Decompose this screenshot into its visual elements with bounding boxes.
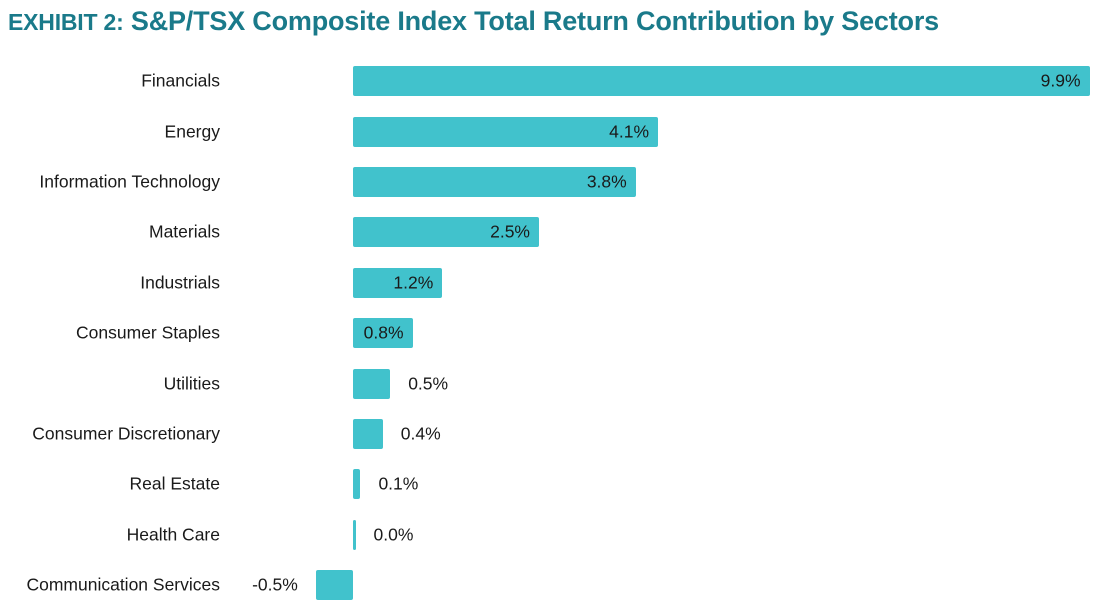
- bar-row: Energy 4.1%: [0, 106, 1100, 156]
- bar-row: Utilities 0.5%: [0, 358, 1100, 408]
- bar-information-technology: [353, 166, 636, 197]
- value-label: 3.8%: [586, 171, 627, 192]
- category-label: Consumer Staples: [76, 322, 220, 343]
- bar-chart-plot-area: Financials 9.9% Energy 4.1% Information Tech…: [0, 56, 1100, 610]
- chart-title-exhibit-label: EXHIBIT 2:: [8, 9, 124, 35]
- bar-row: Materials 2.5%: [0, 207, 1100, 257]
- bar-row: Information Technology 3.8%: [0, 157, 1100, 207]
- value-label: 4.1%: [609, 121, 650, 142]
- category-label: Industrials: [140, 272, 220, 293]
- bar-health-care: [353, 519, 356, 550]
- category-label: Financials: [141, 70, 220, 91]
- bar-row: Industrials 1.2%: [0, 258, 1100, 308]
- bar-row: Real Estate 0.1%: [0, 459, 1100, 509]
- value-label: 0.1%: [378, 473, 419, 494]
- value-label: 0.0%: [373, 524, 414, 545]
- bar-industrials: [353, 267, 443, 298]
- bar-row: Health Care 0.0%: [0, 510, 1100, 560]
- value-label: 0.8%: [363, 322, 404, 343]
- bar-utilities: [353, 368, 391, 399]
- chart-title-text: S&P/TSX Composite Index Total Return Con…: [123, 6, 939, 36]
- bar-row: Consumer Staples 0.8%: [0, 308, 1100, 358]
- category-label: Materials: [149, 221, 220, 242]
- value-label: 0.4%: [400, 423, 441, 444]
- category-label: Communication Services: [26, 574, 220, 595]
- value-label: 2.5%: [490, 221, 530, 242]
- bar-row: Communication Services -0.5%: [0, 560, 1100, 610]
- category-label: Utilities: [163, 373, 220, 394]
- bar-row: Financials 9.9%: [0, 56, 1100, 106]
- chart-title: EXHIBIT 2: S&P/TSX Composite Index Total…: [8, 6, 939, 37]
- value-label: 9.9%: [1040, 70, 1081, 91]
- bar-energy: [353, 116, 659, 147]
- category-label: Energy: [164, 121, 220, 142]
- category-label: Information Technology: [39, 171, 220, 192]
- bar-financials: [353, 66, 1090, 97]
- bar-real-estate: [353, 469, 361, 500]
- value-label: -0.5%: [252, 574, 298, 595]
- bar-consumer-discretionary: [353, 418, 383, 449]
- bar-materials: [353, 217, 539, 248]
- value-label: 1.2%: [393, 272, 434, 293]
- bar-communication-services: [315, 570, 353, 601]
- category-label: Real Estate: [129, 473, 220, 494]
- bar-consumer-staples: [353, 318, 413, 349]
- category-label: Health Care: [126, 524, 220, 545]
- value-label: 0.5%: [408, 373, 449, 394]
- bar-row: Consumer Discretionary 0.4%: [0, 409, 1100, 459]
- category-label: Consumer Discretionary: [32, 423, 220, 444]
